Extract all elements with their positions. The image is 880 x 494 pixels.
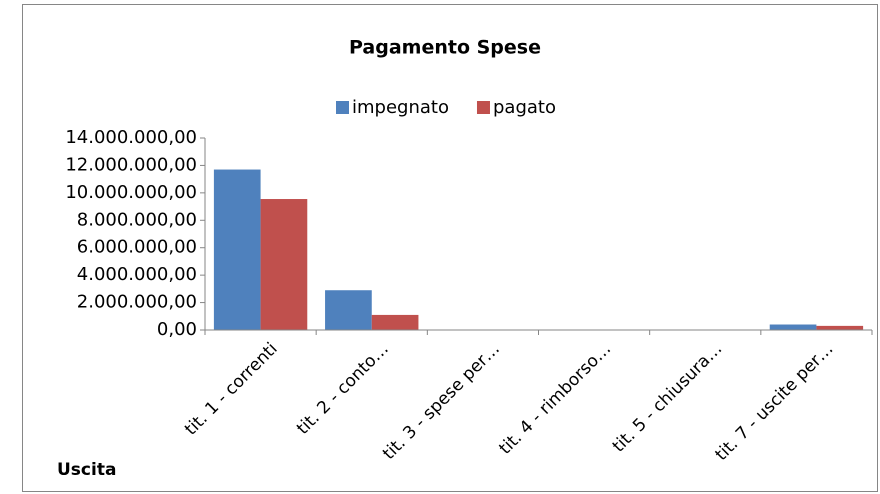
- legend-label: pagato: [493, 97, 556, 118]
- legend-label: impegnato: [352, 97, 449, 118]
- y-tick-label: 12.000.000,00: [65, 154, 197, 175]
- bar: [260, 199, 308, 330]
- legend-swatch: [336, 101, 349, 114]
- y-tick-label: 8.000.000,00: [77, 209, 197, 230]
- y-tick-label: 10.000.000,00: [65, 182, 197, 203]
- bar: [325, 290, 372, 330]
- y-tick-label: 0,00: [157, 319, 197, 340]
- bar: [769, 324, 817, 330]
- x-axis-title: Uscita: [57, 460, 116, 480]
- legend-swatch: [476, 101, 490, 114]
- y-tick-label: 6.000.000,00: [77, 237, 197, 258]
- bar: [371, 314, 419, 330]
- bar: [816, 325, 864, 330]
- bar: [213, 169, 261, 330]
- chart-title: Pagamento Spese: [349, 37, 541, 59]
- chart-border: [22, 4, 878, 492]
- y-tick-label: 4.000.000,00: [77, 264, 197, 285]
- y-tick-label: 2.000.000,00: [77, 292, 197, 313]
- y-tick-label: 14.000.000,00: [65, 127, 197, 148]
